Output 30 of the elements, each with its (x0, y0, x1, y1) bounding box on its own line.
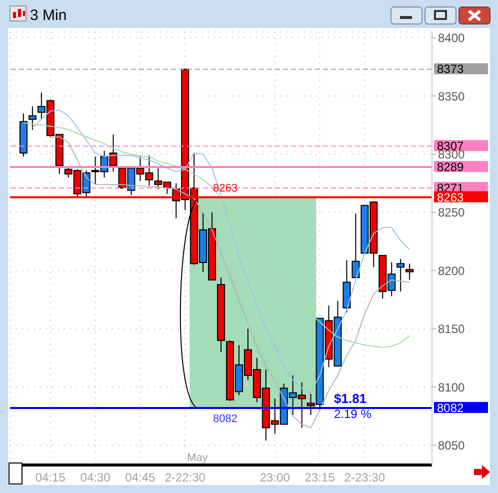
ref-line-label: 8289 (437, 160, 464, 174)
candlestick (406, 263, 414, 280)
y-tick-label: 8200 (438, 264, 466, 278)
candlestick (28, 106, 36, 130)
annotation: $1.81 (334, 391, 367, 406)
ref-line-label: 8373 (437, 62, 464, 76)
annotation: 8263 (213, 182, 238, 194)
line-series (32, 109, 410, 394)
candlestick (352, 213, 360, 278)
candlestick (396, 258, 405, 292)
ref-line-label: 8082 (437, 400, 464, 415)
x-tick-label: 04:45 (125, 470, 156, 485)
x-tick-label: 2-22:30 (164, 470, 206, 485)
x-tick-label: 04:15 (35, 470, 66, 485)
y-tick-label: 8050 (438, 438, 466, 452)
line-series (50, 136, 410, 428)
y-tick-label: 8100 (438, 380, 466, 394)
annotation: May (187, 452, 208, 464)
x-tick-label: 04:30 (80, 470, 111, 485)
y-tick-label: 8400 (438, 31, 466, 46)
annotation: 2.19 % (334, 407, 372, 421)
y-tick-label: 8250 (438, 206, 466, 220)
y-tick-label: 8350 (438, 89, 466, 104)
x-tick-label: 23:15 (304, 470, 336, 485)
ref-line-label: 8263 (437, 190, 464, 204)
x-tick-label: 2-23:30 (344, 470, 386, 485)
annotation: 8082 (213, 412, 238, 425)
chart-title: 3 Min (30, 7, 67, 24)
y-tick-label: 8150 (438, 322, 466, 336)
x-tick-label: 23:00 (260, 470, 290, 485)
